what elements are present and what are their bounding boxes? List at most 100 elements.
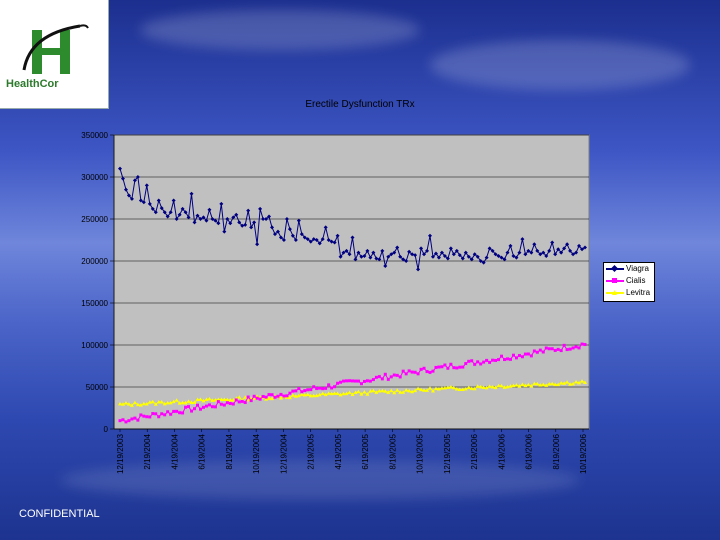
- data-point: [526, 248, 531, 253]
- data-point: [481, 260, 486, 265]
- data-point: [514, 383, 519, 387]
- data-point: [180, 400, 185, 405]
- chart-legend: Viagra Cialis Levitra: [603, 262, 655, 302]
- data-point: [228, 221, 233, 226]
- data-point: [293, 394, 298, 398]
- data-point: [276, 394, 280, 398]
- data-point: [374, 375, 378, 379]
- data-point: [327, 383, 331, 387]
- data-point: [472, 386, 477, 391]
- data-point: [299, 232, 304, 237]
- x-tick-label: 10/19/2006: [579, 433, 588, 474]
- data-point: [496, 253, 501, 258]
- data-point: [392, 390, 397, 395]
- data-point: [198, 397, 203, 401]
- data-point: [306, 388, 310, 392]
- data-point: [428, 386, 432, 390]
- data-point: [183, 210, 188, 215]
- data-point: [475, 384, 480, 388]
- data-point: [350, 392, 355, 396]
- data-point: [437, 365, 441, 369]
- data-point: [395, 245, 400, 250]
- data-point: [347, 390, 352, 394]
- data-point: [565, 348, 569, 352]
- data-point: [225, 401, 229, 405]
- data-point: [371, 250, 376, 255]
- data-point: [362, 389, 367, 394]
- data-point: [556, 247, 561, 252]
- data-point: [121, 418, 125, 422]
- data-point: [123, 401, 128, 405]
- x-tick-label: 4/19/2005: [334, 433, 343, 469]
- data-point: [178, 411, 182, 415]
- data-point: [320, 237, 325, 242]
- x-tick-label: 6/19/2004: [198, 433, 207, 469]
- data-point: [126, 402, 131, 406]
- data-point: [213, 397, 218, 402]
- data-point: [451, 385, 456, 390]
- data-point: [326, 391, 331, 395]
- data-point: [368, 379, 372, 383]
- data-point: [559, 381, 564, 385]
- data-point: [458, 365, 462, 369]
- data-point: [425, 370, 429, 374]
- data-point: [430, 254, 435, 259]
- data-point: [407, 388, 412, 393]
- legend-item-cialis: Cialis: [604, 275, 654, 287]
- data-point: [246, 395, 250, 399]
- x-tick-label: 8/19/2004: [225, 433, 234, 469]
- data-point: [574, 250, 579, 255]
- data-point: [324, 386, 328, 390]
- data-point: [407, 249, 412, 254]
- data-point: [454, 387, 459, 391]
- data-point: [442, 386, 447, 390]
- data-point: [252, 394, 256, 398]
- data-point: [392, 250, 397, 255]
- data-point: [189, 400, 194, 404]
- data-point: [547, 382, 552, 386]
- data-point: [445, 385, 450, 390]
- data-point: [157, 415, 161, 419]
- data-point: [547, 347, 551, 351]
- x-tick-label: 4/19/2004: [170, 433, 179, 469]
- data-point: [258, 397, 262, 401]
- data-point: [577, 243, 582, 248]
- data-point: [171, 399, 176, 404]
- data-point: [451, 252, 456, 257]
- data-point: [544, 383, 549, 387]
- x-tick-label: 12/19/2004: [279, 433, 288, 474]
- data-point: [198, 407, 202, 411]
- data-point: [493, 252, 498, 257]
- data-point: [341, 391, 346, 396]
- data-point: [383, 264, 388, 269]
- data-point: [150, 399, 155, 404]
- data-point: [261, 217, 266, 221]
- data-point: [350, 235, 355, 240]
- data-point: [523, 252, 528, 257]
- cloud-decoration: [430, 40, 690, 90]
- legend-label: Viagra: [626, 264, 649, 273]
- data-point: [466, 254, 471, 259]
- data-point: [135, 175, 140, 179]
- y-tick-label: 250000: [81, 215, 108, 224]
- data-point: [439, 250, 444, 255]
- data-point: [145, 415, 149, 419]
- y-tick-label: 150000: [81, 299, 108, 308]
- data-point: [377, 257, 382, 262]
- data-point: [374, 256, 379, 261]
- data-point: [240, 399, 244, 403]
- data-point: [404, 259, 409, 263]
- legend-label: Cialis: [626, 276, 646, 285]
- data-point: [365, 392, 370, 396]
- data-point: [347, 252, 352, 257]
- data-point: [356, 250, 361, 255]
- data-point: [314, 238, 319, 242]
- data-point: [216, 400, 220, 404]
- data-point: [228, 401, 232, 405]
- data-point: [294, 389, 298, 393]
- data-point: [389, 388, 394, 393]
- data-point: [529, 250, 534, 255]
- data-point: [425, 388, 430, 392]
- data-point: [574, 345, 578, 349]
- data-point: [386, 377, 390, 381]
